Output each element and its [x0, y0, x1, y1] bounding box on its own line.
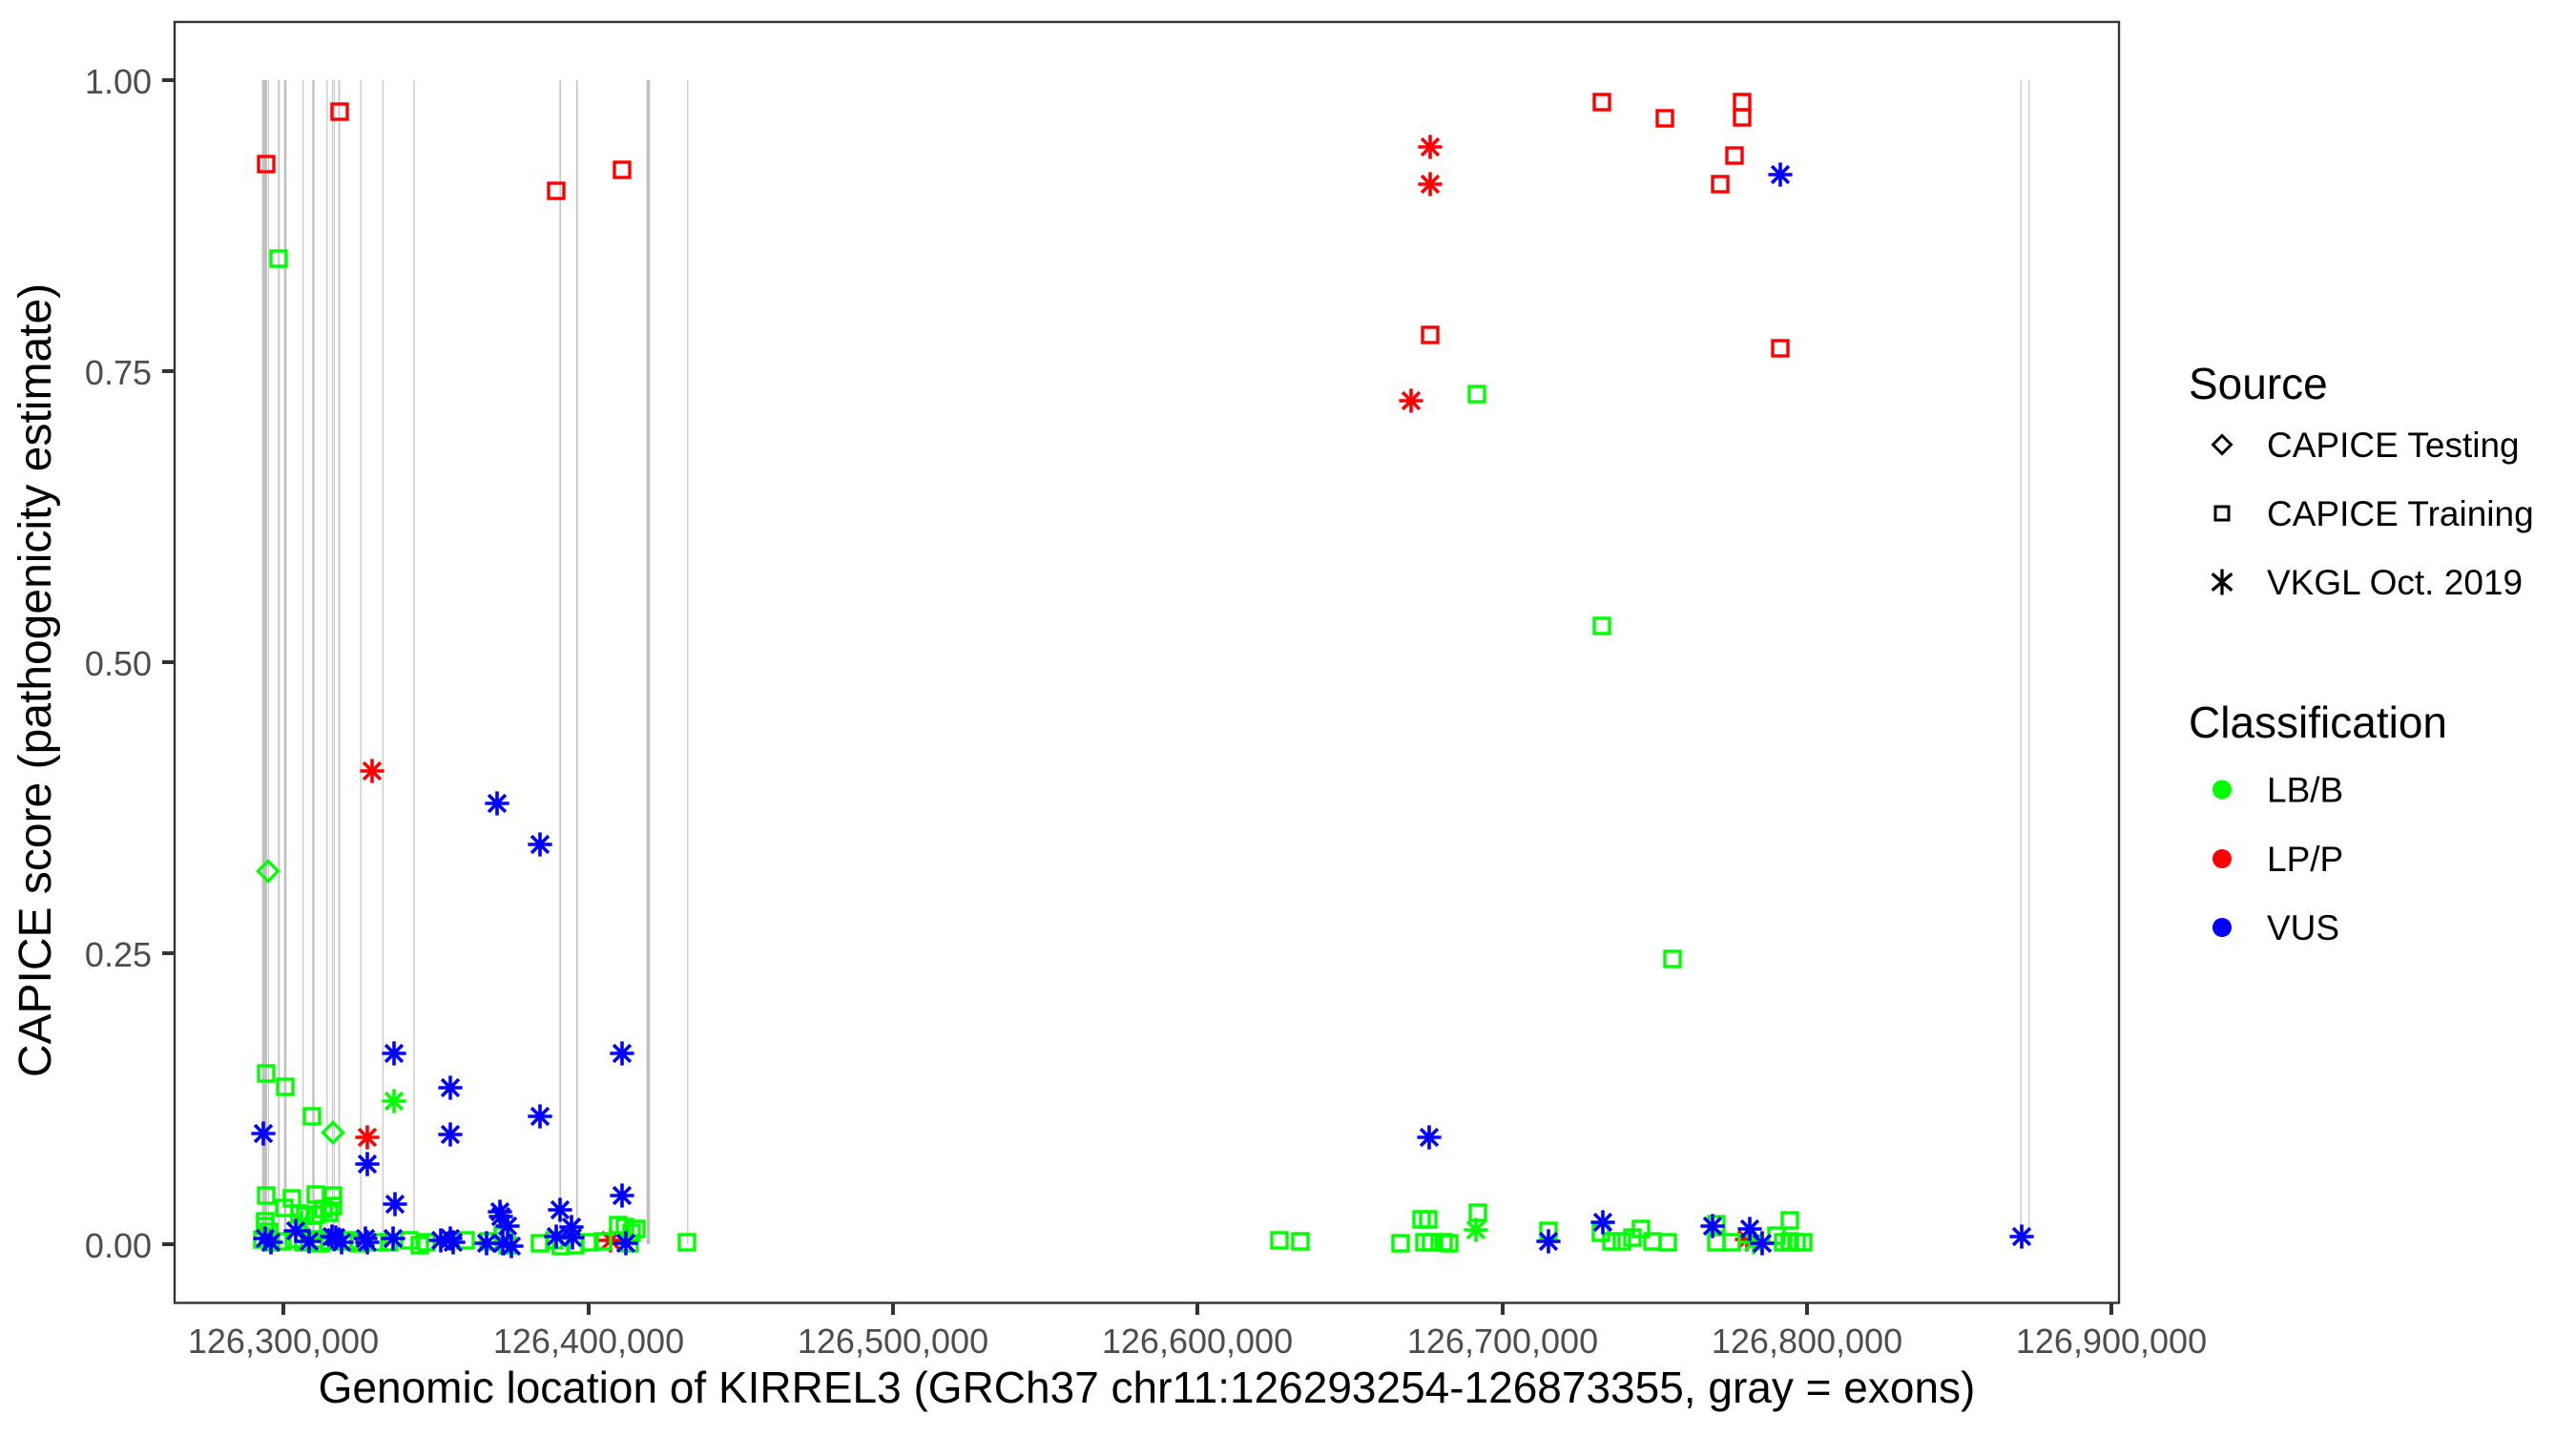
svg-text:0.25: 0.25	[85, 935, 152, 974]
svg-text:126,400,000: 126,400,000	[493, 1322, 684, 1361]
svg-text:126,900,000: 126,900,000	[2016, 1322, 2207, 1361]
svg-text:Source: Source	[2189, 359, 2328, 408]
svg-text:0.50: 0.50	[85, 644, 152, 683]
svg-text:Classification: Classification	[2189, 697, 2447, 747]
svg-text:CAPICE Testing: CAPICE Testing	[2267, 426, 2520, 465]
svg-text:126,700,000: 126,700,000	[1407, 1322, 1598, 1361]
svg-text:CAPICE Training: CAPICE Training	[2267, 494, 2534, 533]
svg-text:CAPICE score (pathogenicity es: CAPICE score (pathogenicity estimate)	[10, 283, 61, 1077]
svg-text:1.00: 1.00	[85, 62, 152, 101]
svg-text:LP/P: LP/P	[2267, 840, 2343, 879]
svg-text:Genomic location of KIRREL3 (G: Genomic location of KIRREL3 (GRCh37 chr1…	[319, 1363, 1976, 1412]
svg-text:LB/B: LB/B	[2267, 771, 2343, 810]
svg-text:0.75: 0.75	[85, 353, 152, 392]
svg-text:VUS: VUS	[2267, 908, 2339, 947]
svg-text:126,600,000: 126,600,000	[1102, 1322, 1293, 1361]
svg-text:126,300,000: 126,300,000	[188, 1322, 379, 1361]
svg-text:VKGL Oct. 2019: VKGL Oct. 2019	[2267, 563, 2523, 602]
svg-text:0.00: 0.00	[85, 1226, 152, 1265]
svg-text:126,800,000: 126,800,000	[1712, 1322, 1902, 1361]
svg-text:126,500,000: 126,500,000	[798, 1322, 988, 1361]
